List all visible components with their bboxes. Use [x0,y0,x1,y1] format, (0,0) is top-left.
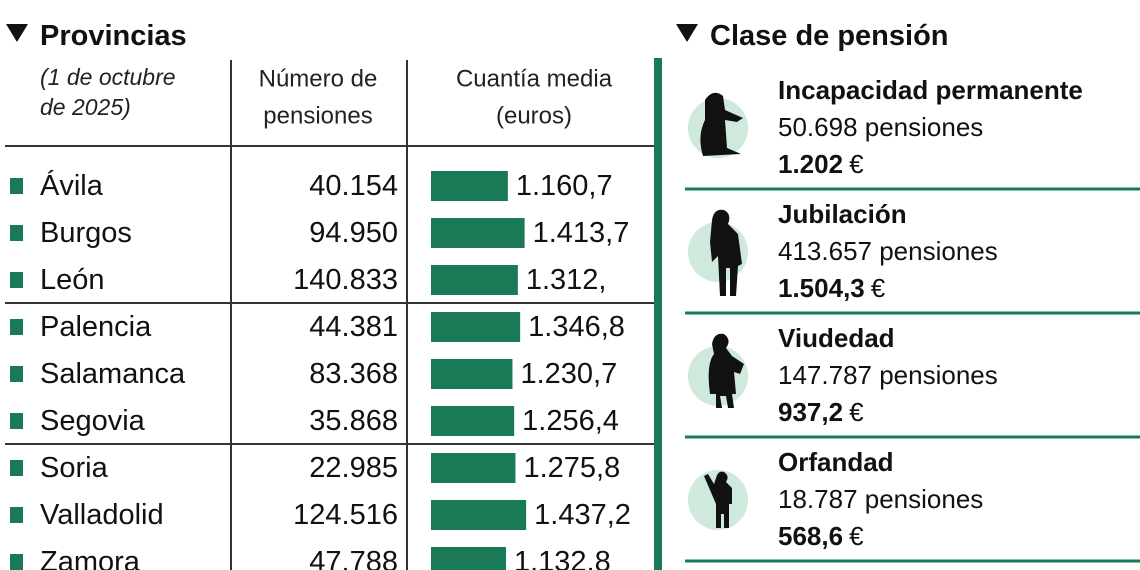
amount-value: 568,6 [778,521,843,551]
province-name: Valladolid [40,499,164,531]
pension-classes: Incapacidad permanente 50.698 pensiones 1.… [685,75,1140,563]
amount-label: 1.346,8 [528,311,625,343]
row-bullet [10,366,23,382]
class-amount: 937,2 € [778,397,864,427]
province-name: Burgos [40,217,132,249]
row-bullet [10,319,23,335]
amount-value: 1.504,3 [778,273,865,303]
province-name: Ávila [40,169,104,202]
pension-count: 47.788 [309,546,398,570]
bar [431,171,508,201]
pension-count: 22.985 [309,452,398,484]
row-bullet [10,460,23,476]
silhouette-icon [708,333,744,408]
amount-label: 1.275,8 [523,452,620,484]
class-name: Incapacidad permanente [778,75,1083,105]
bar [431,218,525,248]
class-pensions: 18.787 pensiones [778,484,983,514]
pension-count: 83.368 [309,358,398,390]
province-name: Palencia [40,311,152,343]
silhouette-icon [704,471,732,528]
bar [431,500,527,530]
currency: € [849,149,864,179]
date-note: de 2025) [40,94,131,120]
province-name: Soria [40,452,109,484]
classes-title: Clase de pensión [710,20,949,52]
bar [431,312,521,342]
provinces-title: Provincias [40,20,187,52]
class-pensions: 413.657 pensiones [778,236,998,266]
triangle-icon [6,24,28,42]
currency: € [871,273,886,303]
date-note: (1 de octubre [40,64,176,90]
class-amount: 568,6 € [778,521,864,551]
pension-count: 35.868 [309,405,398,437]
row-bullet [10,178,23,194]
class-amount: 1.202 € [778,149,864,179]
bar [431,265,518,295]
currency: € [849,397,864,427]
currency: € [849,521,864,551]
province-name: Salamanca [40,358,186,390]
column-header: (euros) [496,103,572,130]
province-name: Zamora [40,546,141,570]
column-header: Número de [259,66,378,93]
row-bullet [10,554,23,570]
pension-count: 94.950 [309,217,398,249]
row-bullet [10,413,23,429]
class-amount: 1.504,3 € [778,273,886,303]
class-pensions: 147.787 pensiones [778,360,998,390]
amount-value: 1.202 [778,149,843,179]
column-header: pensiones [263,103,372,130]
bar [431,453,516,483]
province-name: León [40,264,105,296]
pension-count: 124.516 [293,499,398,531]
silhouette-icon [710,209,742,296]
amount-label: 1.132,8 [514,546,611,570]
class-name: Viudedad [778,323,895,353]
province-name: Segovia [40,405,146,437]
amount-label: 1.160,7 [516,170,613,202]
bar [431,547,506,570]
bar [431,406,515,436]
amount-label: 1.230,7 [520,358,617,390]
row-bullet [10,225,23,241]
row-bullet [10,272,23,288]
pension-count: 140.833 [293,264,398,296]
amount-value: 937,2 [778,397,843,427]
class-pensions: 50.698 pensiones [778,112,983,142]
pension-count: 40.154 [309,170,398,202]
pension-count: 44.381 [309,311,398,343]
bar [431,359,513,389]
amount-label: 1.312, [526,264,607,296]
amount-label: 1.437,2 [534,499,631,531]
table-rows: Ávila 40.154 1.160,7 Burgos 94.950 1.413,7 Leó… [10,169,631,570]
amount-label: 1.413,7 [533,217,630,249]
class-name: Orfandad [778,447,894,477]
row-bullet [10,507,23,523]
column-header: Cuantía media [456,66,613,93]
triangle-icon [676,24,698,42]
divider [654,58,662,570]
amount-label: 1.256,4 [522,405,619,437]
silhouette-icon [700,92,743,156]
class-name: Jubilación [778,199,907,229]
